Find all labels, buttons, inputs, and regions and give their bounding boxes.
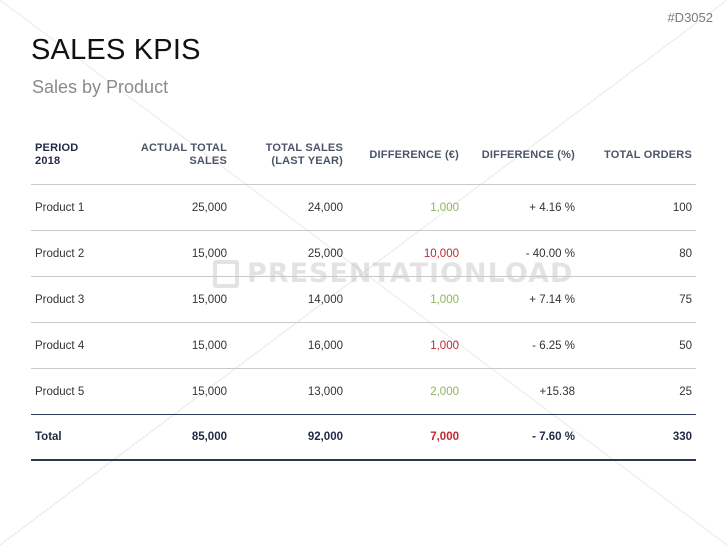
cell-diff-eur: 1,000 [347, 276, 463, 323]
cell-diff-pct: + 7.14 % [463, 276, 579, 323]
cell-actual: 15,000 [110, 322, 231, 369]
cell-diff-pct: - 40.00 % [463, 230, 579, 277]
table-row: Product 2 15,000 25,000 10,000 - 40.00 %… [31, 230, 696, 277]
header-period-line2: 2018 [35, 155, 61, 167]
total-last-year: 92,000 [231, 414, 347, 461]
table-row: Product 1 25,000 24,000 1,000 + 4.16 % 1… [31, 184, 696, 231]
cell-last-year: 14,000 [231, 276, 347, 323]
cell-orders: 75 [579, 276, 696, 323]
cell-orders: 50 [579, 322, 696, 369]
cell-diff-eur: 10,000 [347, 230, 463, 277]
page-subtitle: Sales by Product [32, 77, 169, 97]
cell-diff-eur: 1,000 [347, 322, 463, 369]
sales-kpi-table: PERIOD 2018 ACTUAL TOTAL SALES TOTAL SAL… [31, 126, 696, 461]
header-period-line1: PERIOD [35, 142, 79, 154]
header-diff-eur-line1: DIFFERENCE (€) [369, 148, 459, 161]
cell-product: Product 5 [35, 385, 85, 398]
cell-product: Product 1 [31, 184, 110, 231]
cell-diff-pct: - 6.25 % [463, 322, 579, 369]
header-total-orders: TOTAL ORDERS [579, 126, 696, 185]
table-header-row: PERIOD 2018 ACTUAL TOTAL SALES TOTAL SAL… [31, 126, 696, 185]
cell-last-year: 13,000 [307, 385, 343, 398]
cell-product: Product 4 [31, 322, 110, 369]
cell-product: Product 3 [31, 276, 110, 323]
cell-last-year: 24,000 [231, 184, 347, 231]
cell-last-year: 25,000 [231, 230, 347, 277]
cell-diff-eur: 1,000 [347, 184, 463, 231]
header-difference-eur: DIFFERENCE (€) [347, 126, 463, 185]
total-actual: 85,000 [110, 414, 231, 461]
header-last-year-line2: (LAST YEAR) [271, 155, 343, 167]
cell-actual: 15,000 [191, 385, 227, 398]
cell-actual: 25,000 [110, 184, 231, 231]
header-last-year-line1: TOTAL SALES [265, 142, 343, 154]
total-row: Total 85,000 92,000 7,000 - 7.60 % 330 [31, 414, 696, 461]
cell-orders: 100 [579, 184, 696, 231]
total-diff-eur: 7,000 [347, 414, 463, 461]
table-row: Product 3 15,000 14,000 1,000 + 7.14 % 7… [31, 276, 696, 323]
cell-diff-eur: 2,000 [430, 385, 459, 398]
cell-orders: 25 [679, 385, 692, 398]
header-actual-line1: ACTUAL TOTAL SALES [140, 142, 227, 167]
cell-diff-pct: +15.38 [539, 385, 576, 398]
header-difference-pct: DIFFERENCE (%) [463, 126, 579, 185]
cell-product: Product 2 [31, 230, 110, 277]
total-orders: 330 [579, 414, 696, 461]
total-diff-pct: - 7.60 % [463, 414, 579, 461]
header-period: PERIOD 2018 [31, 126, 110, 185]
cell-orders: 80 [579, 230, 696, 277]
header-total-sales-last-year: TOTAL SALES (LAST YEAR) [231, 126, 347, 185]
header-diff-pct-line1: DIFFERENCE (%) [481, 148, 575, 161]
header-orders-line1: TOTAL ORDERS [604, 148, 692, 161]
cell-last-year: 16,000 [231, 322, 347, 369]
slide-code: #D3052 [667, 10, 713, 25]
total-label: Total [31, 414, 110, 461]
table-row: Product 4 15,000 16,000 1,000 - 6.25 % 5… [31, 322, 696, 369]
page-title: SALES KPIS [31, 34, 201, 66]
cell-actual: 15,000 [110, 230, 231, 277]
table-row: Product 5 15,000 13,000 2,000 +15.38 25 [31, 369, 696, 415]
cell-actual: 15,000 [110, 276, 231, 323]
header-actual-total-sales: ACTUAL TOTAL SALES [110, 126, 231, 185]
cell-diff-pct: + 4.16 % [463, 184, 579, 231]
